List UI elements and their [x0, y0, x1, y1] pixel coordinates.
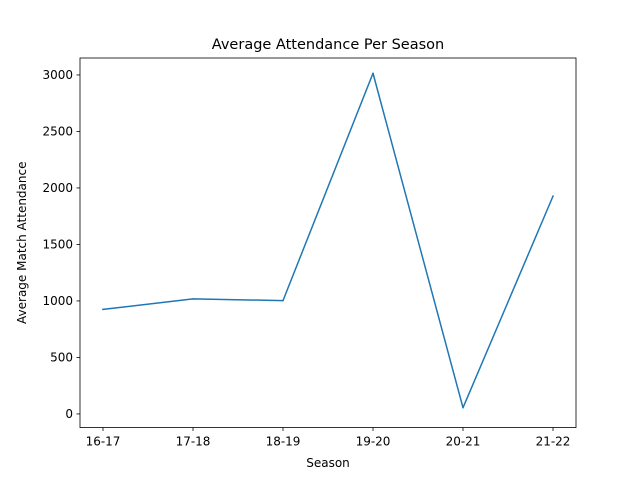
y-tick-label: 0 — [65, 407, 73, 421]
data-point — [462, 406, 464, 409]
x-tick-label: 18-19 — [266, 435, 301, 449]
x-tick-label: 20-21 — [446, 435, 481, 449]
y-tick-label: 2500 — [42, 125, 73, 139]
x-tick-label: 17-18 — [176, 435, 211, 449]
y-tick-label: 1500 — [42, 238, 73, 252]
data-point — [372, 72, 374, 75]
x-axis: 16-17 17-18 18-19 19-20 20-21 21-22 — [86, 427, 571, 449]
x-axis-title: Season — [306, 456, 350, 470]
x-tick-label: 16-17 — [86, 435, 121, 449]
data-point — [552, 195, 554, 197]
y-axis: 0 500 1000 1500 2000 2500 3000 — [42, 68, 80, 421]
data-point — [282, 299, 284, 302]
plot-area-frame — [79, 57, 577, 428]
x-tick-label: 19-20 — [356, 435, 391, 449]
y-tick-label: 3000 — [42, 68, 73, 82]
series-line — [102, 72, 554, 409]
y-tick-label: 2000 — [42, 181, 73, 195]
y-tick-label: 500 — [50, 351, 73, 365]
series-group — [102, 72, 554, 409]
x-tick-label: 21-22 — [536, 435, 571, 449]
data-point — [102, 308, 104, 311]
y-tick-label: 1000 — [42, 294, 73, 308]
y-axis-title: Average Match Attendance — [15, 162, 29, 324]
data-point — [192, 298, 194, 300]
chart-title: Average Attendance Per Season — [212, 37, 444, 53]
